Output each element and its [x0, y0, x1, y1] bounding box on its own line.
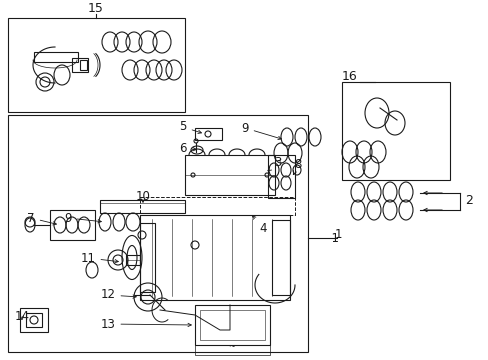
Bar	[26, 313, 42, 327]
Text: 2: 2	[464, 194, 472, 207]
Text: 12: 12	[101, 288, 136, 302]
Text: 14: 14	[15, 310, 29, 323]
Text: 9: 9	[241, 122, 281, 140]
Bar	[195, 345, 269, 355]
Bar	[140, 197, 294, 215]
Bar	[267, 155, 294, 198]
Text: 10: 10	[135, 190, 150, 203]
Text: 9: 9	[64, 211, 101, 225]
Bar	[8, 115, 307, 352]
Text: 15: 15	[88, 3, 104, 15]
Bar	[34, 52, 78, 62]
Text: 7: 7	[27, 211, 56, 225]
Bar	[271, 220, 289, 295]
Bar	[140, 223, 155, 292]
Bar	[72, 58, 88, 72]
Bar	[184, 155, 274, 195]
Bar	[195, 128, 222, 140]
Bar	[126, 255, 140, 265]
Bar	[50, 210, 95, 240]
Bar	[140, 215, 289, 300]
Bar	[8, 18, 184, 112]
Text: 11: 11	[81, 252, 118, 265]
Text: 4: 4	[252, 216, 266, 234]
Bar	[100, 200, 184, 213]
Text: 13: 13	[101, 318, 191, 330]
Text: 8: 8	[293, 158, 301, 175]
Bar	[200, 310, 264, 340]
Text: 6: 6	[179, 141, 196, 154]
Bar	[341, 82, 449, 180]
Text: — 1: — 1	[315, 231, 338, 244]
Text: 1: 1	[334, 228, 342, 240]
Text: 3: 3	[267, 157, 281, 171]
Text: 5: 5	[179, 121, 201, 134]
Bar	[20, 308, 48, 332]
Bar	[195, 305, 269, 345]
Bar	[80, 60, 87, 70]
Text: ~: ~	[228, 342, 235, 351]
Text: 16: 16	[341, 71, 357, 84]
